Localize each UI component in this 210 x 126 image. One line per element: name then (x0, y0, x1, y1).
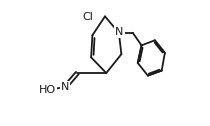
Text: Cl: Cl (82, 12, 93, 22)
Text: N: N (115, 27, 124, 37)
Text: HO: HO (39, 85, 56, 95)
Text: N: N (61, 82, 70, 92)
